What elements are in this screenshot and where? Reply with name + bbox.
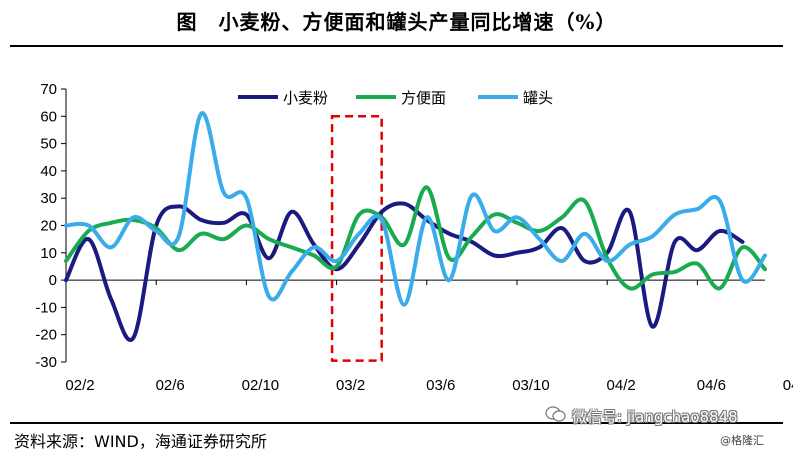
highlight-box-layer [330, 115, 383, 362]
title-divider [10, 45, 783, 47]
x-tick-label: 03/6 [426, 377, 455, 394]
series-layer [64, 111, 767, 342]
x-tick-label: 02/10 [242, 377, 280, 394]
y-tick-label: 0 [49, 272, 57, 289]
wheat-flour-series [64, 201, 745, 342]
y-tick-label: -30 [35, 354, 57, 371]
y-tick-label: 40 [40, 163, 57, 180]
source-note: 资料来源：WIND，海通证券研究所 [14, 432, 267, 451]
y-tick-label: 60 [40, 108, 57, 125]
x-tick-label: 02/6 [156, 377, 185, 394]
chart-title: 图 小麦粉、方便面和罐头产量同比增速（%） [176, 10, 617, 34]
chart-legend: 小麦粉 方便面 罐头 [238, 89, 553, 107]
y-tick-label: 50 [40, 136, 57, 153]
y-tick-label: -20 [35, 327, 57, 344]
y-tick-label: 20 [40, 218, 57, 235]
wechat-icon [545, 406, 566, 422]
canned-food-series [64, 111, 767, 307]
y-tick-label: 70 [40, 81, 57, 98]
instant-noodle-series [64, 185, 767, 291]
highlight-box [330, 115, 383, 362]
x-tick-label: 04/2 [607, 377, 636, 394]
legend-canned-food-label: 罐头 [523, 89, 553, 107]
x-tick-label: 03/10 [512, 377, 550, 394]
y-tick-label: 30 [40, 190, 57, 207]
legend-wheat-flour-label: 小麦粉 [283, 89, 328, 107]
x-tick-label: 04/10 [783, 377, 793, 394]
legend-instant-noodle-label: 方便面 [401, 89, 446, 107]
x-tick-label: 04/6 [697, 377, 726, 394]
x-tick-label: 03/2 [336, 377, 365, 394]
chart-axes: 70 60 50 40 30 20 10 0 -10 -20 -30 02/2 02/6 02/10 03/… [35, 81, 793, 394]
credit-text: @格隆汇 [720, 434, 764, 447]
y-tick-label: 10 [40, 245, 57, 262]
watermark-text: 微信号: jiangchao8848 [572, 408, 738, 426]
source-divider [10, 422, 783, 424]
y-tick-label: -10 [35, 299, 57, 316]
x-tick-label: 02/2 [65, 377, 94, 394]
